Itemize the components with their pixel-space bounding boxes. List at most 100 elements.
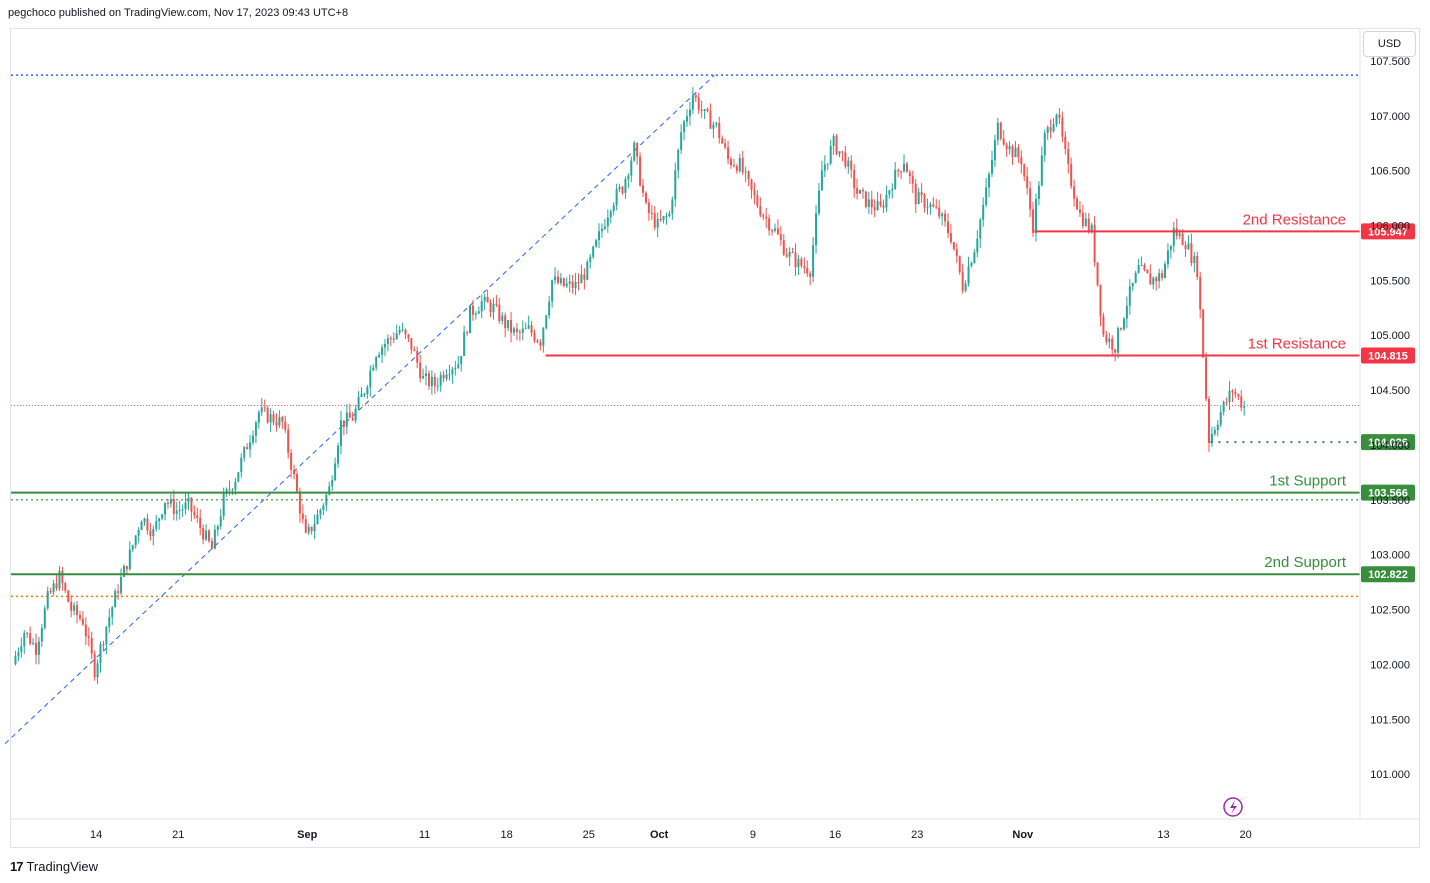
candle-body bbox=[659, 218, 662, 221]
candle-body bbox=[466, 332, 469, 334]
candle-body bbox=[718, 122, 721, 139]
currency-button[interactable]: USD bbox=[1363, 31, 1416, 57]
candle-body bbox=[521, 328, 524, 333]
candle-body bbox=[14, 656, 17, 665]
candle-body bbox=[477, 311, 480, 314]
candle-body bbox=[184, 502, 187, 510]
candle-body bbox=[1178, 233, 1181, 236]
candle-body bbox=[847, 160, 850, 167]
candle-body bbox=[1023, 164, 1026, 177]
candle-body bbox=[709, 111, 712, 129]
candle-body bbox=[829, 145, 832, 164]
candle-body bbox=[1108, 338, 1111, 342]
candle-body bbox=[970, 263, 973, 267]
candle-body bbox=[1225, 401, 1228, 403]
candle-body bbox=[1207, 398, 1210, 443]
candle-body bbox=[228, 489, 231, 491]
price-tag-label: 105.947 bbox=[1368, 226, 1408, 238]
candle-body bbox=[234, 481, 237, 490]
candle-body bbox=[310, 526, 313, 532]
y-axis: 107.500 107.000 106.500 106.000 105.500 105.0… bbox=[1359, 28, 1410, 818]
candle-body bbox=[392, 338, 395, 340]
level-lines: 2nd Resistance 105.947 1st Resistance 104.8… bbox=[11, 211, 1415, 583]
candle-body bbox=[888, 190, 891, 195]
candle-body bbox=[603, 226, 606, 229]
candle-body bbox=[850, 160, 853, 170]
candle-body bbox=[1166, 250, 1169, 265]
candle-body bbox=[539, 341, 542, 346]
candle-body bbox=[342, 420, 345, 427]
candle-body bbox=[1216, 424, 1219, 430]
candle-body bbox=[1081, 212, 1084, 226]
candle-body bbox=[721, 138, 724, 144]
candle-body bbox=[1146, 269, 1149, 274]
candle-body bbox=[694, 95, 697, 98]
candle-body bbox=[876, 201, 879, 210]
candle-body bbox=[357, 396, 360, 409]
candle-body bbox=[193, 511, 196, 516]
candle-body bbox=[410, 338, 413, 350]
candle-body bbox=[1117, 328, 1120, 353]
y-tick-label: 104.000 bbox=[1370, 440, 1410, 452]
candle-body bbox=[1093, 224, 1096, 263]
candle-body bbox=[448, 374, 451, 376]
candle-body bbox=[1128, 286, 1131, 306]
candle-body bbox=[404, 329, 407, 335]
candle-body bbox=[1164, 264, 1167, 278]
candle-body bbox=[894, 169, 897, 190]
candle-body bbox=[278, 417, 281, 426]
candle-body bbox=[463, 332, 466, 356]
candle-body bbox=[920, 192, 923, 196]
candle-body bbox=[304, 519, 307, 533]
candle-body bbox=[941, 213, 944, 217]
candle-body bbox=[612, 205, 615, 212]
candle-body bbox=[99, 644, 102, 664]
level-name-label: 2nd Resistance bbox=[1243, 211, 1346, 228]
candle-body bbox=[202, 528, 205, 540]
candle-body bbox=[1034, 198, 1037, 233]
candle-body bbox=[515, 328, 518, 333]
candle-body bbox=[949, 233, 952, 243]
lightning-icon[interactable] bbox=[1223, 797, 1243, 817]
candle-body bbox=[93, 653, 96, 678]
candle-body bbox=[735, 166, 738, 172]
candle-body bbox=[1052, 124, 1055, 132]
candle-body bbox=[800, 258, 803, 266]
candle-body bbox=[266, 407, 269, 423]
chart-frame[interactable] bbox=[10, 28, 1420, 848]
candle-body bbox=[416, 350, 419, 363]
price-tag bbox=[1361, 566, 1415, 583]
y-tick-label: 105.000 bbox=[1370, 330, 1410, 342]
candle-body bbox=[958, 256, 961, 273]
candle-body bbox=[548, 301, 551, 316]
x-tick-label: Sep bbox=[297, 829, 317, 841]
candle-body bbox=[841, 151, 844, 153]
x-tick-label: Oct bbox=[650, 829, 669, 841]
candle-body bbox=[313, 524, 316, 532]
candle-body bbox=[131, 545, 134, 550]
candle-body bbox=[1122, 318, 1125, 330]
tradingview-logo[interactable]: 17 TradingView bbox=[10, 857, 98, 875]
candle-body bbox=[427, 373, 430, 387]
candle-body bbox=[518, 332, 521, 334]
candle-body bbox=[1240, 396, 1243, 408]
tradingview-logo-icon: 17 bbox=[10, 858, 24, 874]
candle-body bbox=[826, 163, 829, 165]
candle-body bbox=[322, 505, 325, 510]
candle-body bbox=[372, 367, 375, 371]
candle-body bbox=[49, 591, 52, 593]
candle-body bbox=[454, 368, 457, 370]
candle-body bbox=[911, 176, 914, 184]
candle-body bbox=[996, 122, 999, 141]
candle-body bbox=[1061, 117, 1064, 137]
candle-body bbox=[64, 583, 67, 591]
candle-body bbox=[70, 602, 73, 611]
candle-body bbox=[633, 142, 636, 161]
candle-body bbox=[944, 213, 947, 222]
candle-body bbox=[905, 163, 908, 173]
candle-body bbox=[856, 188, 859, 194]
candle-body bbox=[961, 272, 964, 291]
candle-body bbox=[29, 633, 32, 644]
candle-body bbox=[419, 362, 422, 379]
